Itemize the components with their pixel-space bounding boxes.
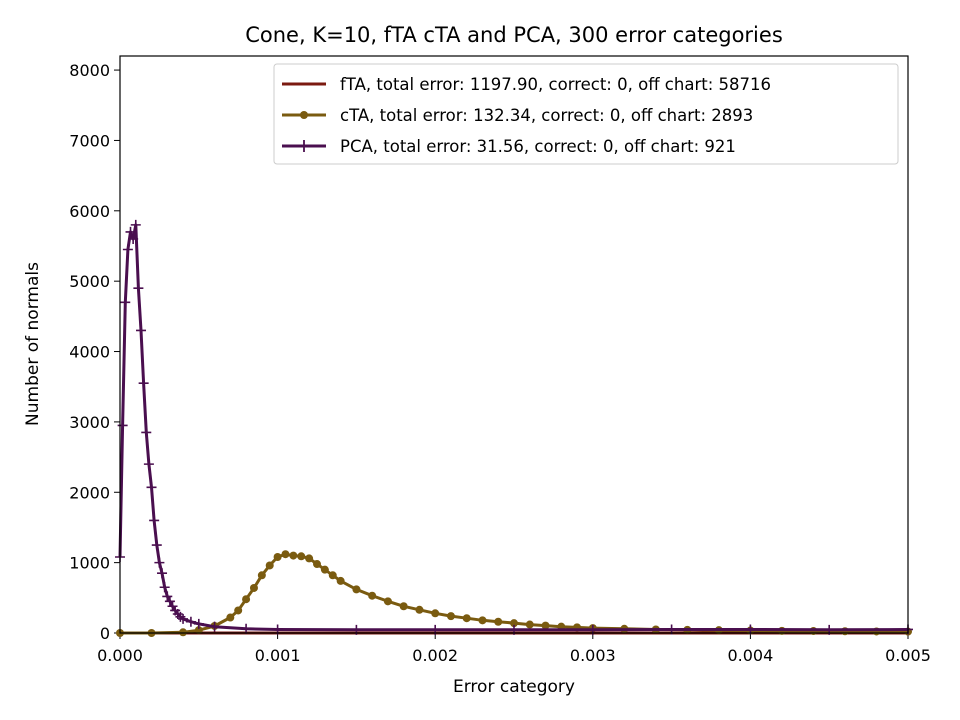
data-point [157, 568, 168, 579]
data-point [193, 618, 204, 629]
y-tick-label: 7000 [69, 131, 110, 150]
data-point [128, 233, 139, 244]
data-point [146, 482, 157, 493]
data-point [352, 585, 361, 594]
data-point [541, 621, 550, 630]
x-axis-label: Error category [453, 677, 575, 697]
legend-item: PCA, total error: 31.56, correct: 0, off… [282, 137, 736, 156]
data-point [125, 226, 136, 237]
y-tick-label: 2000 [69, 483, 110, 502]
x-tick-label: 0.001 [255, 646, 301, 665]
legend: fTA, total error: 1197.90, correct: 0, o… [273, 63, 899, 165]
data-point [289, 551, 298, 560]
data-point [242, 595, 251, 604]
y-tick-label: 6000 [69, 202, 110, 221]
data-point [399, 602, 408, 611]
data-point [143, 459, 154, 470]
y-axis-label: Number of normals [23, 262, 43, 426]
legend-item: cTA, total error: 132.34, correct: 0, of… [282, 106, 753, 125]
data-point [257, 571, 266, 580]
y-tick-label: 5000 [69, 272, 110, 291]
data-point [122, 244, 133, 255]
y-axis: 0 1000 2000 3000 4000 5000 6000 7000 8000 [69, 61, 120, 643]
x-tick-label: 0.003 [570, 646, 616, 665]
data-point [431, 609, 440, 618]
data-point [446, 612, 455, 621]
data-point [154, 557, 165, 568]
legend-label: fTA, total error: 1197.90, correct: 0, o… [340, 75, 771, 94]
data-point [462, 614, 471, 623]
data-point [305, 554, 314, 563]
x-axis: 0.000 0.001 0.002 0.003 0.004 0.005 [97, 633, 931, 665]
data-point [130, 219, 141, 230]
data-point [313, 560, 321, 569]
y-tick-label: 3000 [69, 413, 110, 432]
legend-item: fTA, total error: 1197.90, correct: 0, o… [282, 75, 771, 94]
data-point [336, 576, 345, 585]
data-point [194, 626, 203, 635]
data-point [415, 605, 424, 614]
y-tick-label: 0 [100, 624, 110, 643]
data-point [249, 583, 258, 592]
data-point [179, 628, 188, 637]
data-point [383, 597, 392, 606]
y-tick-label: 4000 [69, 343, 110, 362]
legend-box [273, 63, 899, 165]
legend-label: cTA, total error: 132.34, correct: 0, of… [340, 106, 753, 125]
data-point [320, 565, 329, 574]
data-point [241, 623, 252, 634]
data-point [510, 619, 518, 628]
data-point [136, 325, 147, 336]
data-point [265, 561, 274, 570]
data-point [141, 427, 152, 438]
data-point [478, 616, 487, 625]
x-tick-label: 0.005 [885, 646, 931, 665]
y-tick-label: 8000 [69, 61, 110, 80]
data-point [138, 378, 149, 389]
y-tick-label: 1000 [69, 554, 110, 573]
data-point [117, 420, 128, 431]
data-point [281, 550, 290, 559]
data-point [149, 515, 160, 526]
series-line [118, 223, 909, 632]
plot-frame [119, 55, 909, 634]
data-point [234, 606, 243, 615]
data-point [368, 591, 377, 600]
chart-title: Cone, K=10, fTA cTA and PCA, 300 error c… [245, 23, 783, 47]
data-point [273, 553, 282, 562]
data-point [525, 620, 534, 629]
data-point [328, 571, 337, 580]
data-point [133, 283, 144, 294]
x-tick-label: 0.000 [97, 646, 143, 665]
data-point [297, 552, 306, 561]
x-tick-label: 0.004 [727, 646, 773, 665]
data-point [226, 613, 235, 622]
x-tick-label: 0.002 [412, 646, 458, 665]
data-point [209, 621, 220, 632]
data-point [185, 616, 196, 627]
legend-marker [300, 111, 308, 119]
legend-marker [298, 140, 310, 152]
data-point [159, 582, 170, 593]
legend-label: PCA, total error: 31.56, correct: 0, off… [340, 137, 736, 156]
data-point [120, 297, 131, 308]
data-point [151, 540, 162, 551]
data-point [494, 617, 503, 626]
data-point [178, 613, 189, 624]
